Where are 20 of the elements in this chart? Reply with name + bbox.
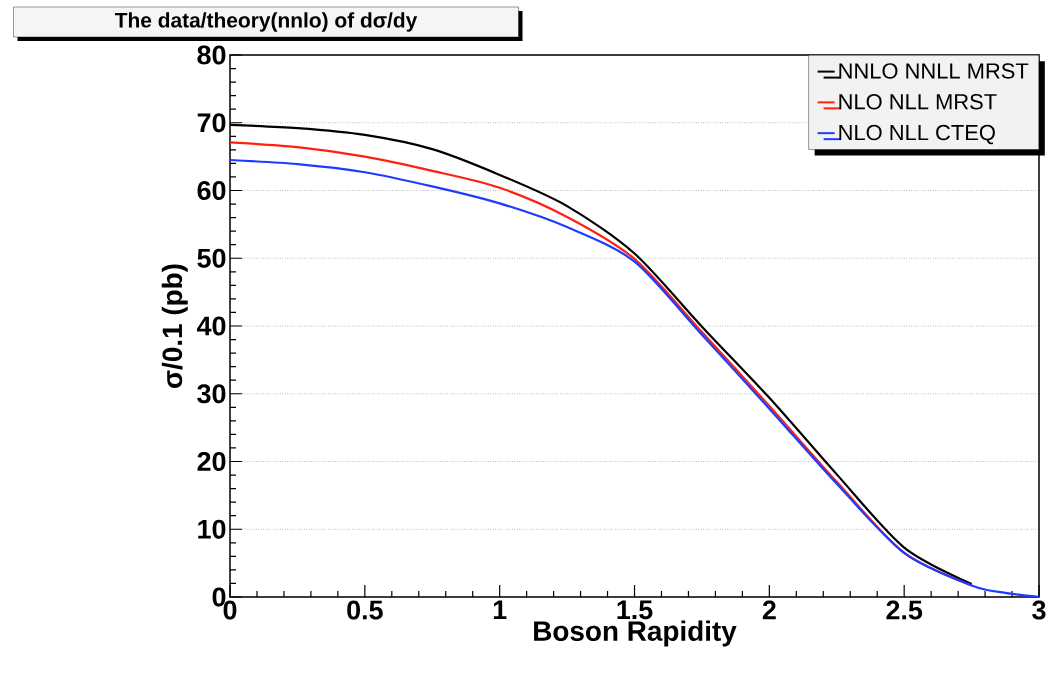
x-tick-label: 0.5: [347, 600, 383, 620]
y-tick-label: 60: [197, 180, 226, 201]
legend-label: NLO NLL CTEQ: [839, 124, 995, 145]
y-axis-title: σ/0.1 (pb): [161, 264, 188, 388]
x-tick-label: 2.5: [886, 600, 923, 620]
y-tick-label: 40: [196, 316, 226, 336]
legend-label: NNLO NNLL MRST: [839, 63, 1029, 79]
y-tick-label: 70: [197, 113, 226, 133]
y-tick-label: 50: [197, 248, 226, 268]
y-tick-label: 80: [197, 45, 226, 65]
y-tick-label: 20: [197, 451, 226, 472]
chart-title: The data/theory(nnlo) of dσ/dy: [114, 12, 418, 32]
x-tick-label: 2: [762, 600, 776, 620]
y-tick-label: 30: [197, 384, 226, 404]
x-axis-title: Boson Rapidity: [534, 620, 737, 647]
y-tick-label: 10: [198, 519, 226, 539]
x-tick-label: 1.5: [617, 600, 653, 620]
x-tick-label: 1: [493, 600, 507, 620]
x-tick-label: 3: [1032, 600, 1046, 620]
legend-label: NLO NLL MRST: [839, 93, 997, 110]
